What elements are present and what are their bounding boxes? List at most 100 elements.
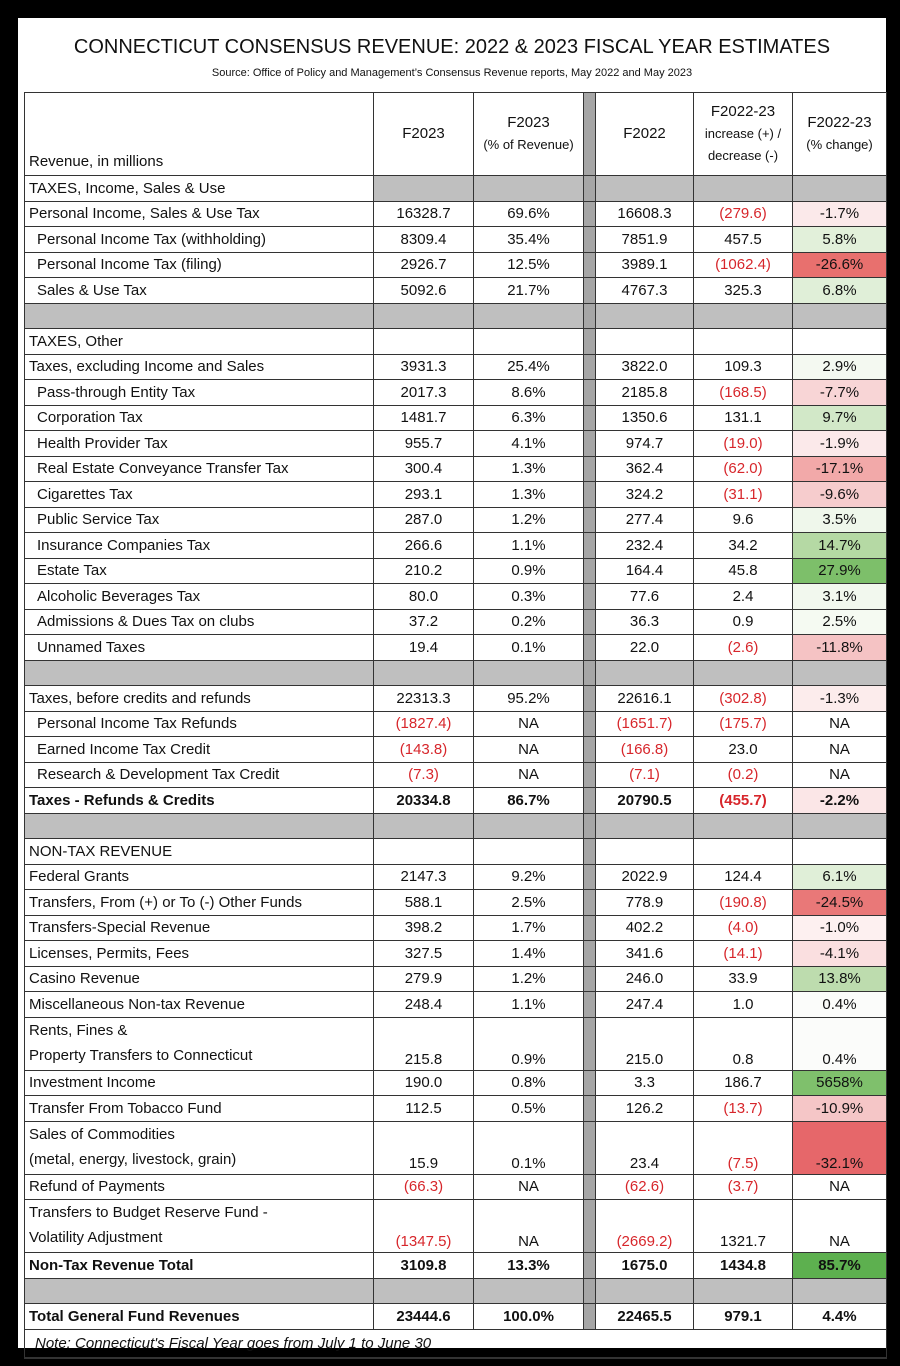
table-row: Research & Development Tax Credit (7.3) NA…: [24, 761, 887, 788]
label-line: TAXES, Other: [29, 332, 123, 350]
table-row: Taxes - Refunds & Credits 20334.8 86.7% 207…: [24, 787, 887, 814]
cell-change: 109.3: [693, 353, 793, 380]
cell-change: [693, 812, 793, 839]
cell-f2022: 22616.1: [595, 685, 694, 712]
cell-pct: 0.1%: [473, 634, 584, 661]
label-line: Alcoholic Beverages Tax: [37, 587, 201, 605]
cell-f2023: [373, 328, 474, 355]
header-line: (% of Revenue): [483, 137, 574, 152]
label-line: Investment Income: [29, 1074, 156, 1092]
cell-f2022: (166.8): [595, 736, 694, 763]
cell-f2023: 19.4: [373, 634, 474, 661]
cell-pct: 13.3%: [473, 1252, 584, 1279]
cell-pct-change: -24.5%: [792, 889, 887, 916]
cell-pct: 95.2%: [473, 685, 584, 712]
cell-f2023: [373, 175, 474, 202]
cell-pct-change: NA: [792, 736, 887, 763]
separator: [583, 353, 596, 380]
cell-f2022: (62.6): [595, 1173, 694, 1200]
label-line: Rents, Fines &: [29, 1021, 128, 1039]
table-row: Federal Grants 2147.3 9.2% 2022.9 124.4 6.1%: [24, 863, 887, 890]
cell-pct-change: 2.5%: [792, 608, 887, 635]
cell-f2023: (1827.4): [373, 710, 474, 737]
label-line: Non-Tax Revenue Total: [29, 1256, 194, 1274]
cell-change: 124.4: [693, 863, 793, 890]
row-label: TAXES, Other: [24, 328, 374, 355]
cell-f2022: 974.7: [595, 430, 694, 457]
label-line: TAXES, Income, Sales & Use: [29, 179, 226, 197]
cell-f2022: 232.4: [595, 532, 694, 559]
separator: [583, 787, 596, 814]
cell-f2023: 80.0: [373, 583, 474, 610]
cell-change: 131.1: [693, 404, 793, 431]
row-label: [24, 302, 374, 329]
cell-pct: 1.1%: [473, 532, 584, 559]
cell-f2022: 324.2: [595, 481, 694, 508]
header-line: decrease (-): [707, 148, 779, 163]
cell-pct: 1.2%: [473, 965, 584, 992]
row-label: Taxes, excluding Income and Sales: [24, 353, 374, 380]
cell-change: 1321.7: [693, 1199, 793, 1253]
separator: [583, 838, 596, 865]
cell-f2023: 2926.7: [373, 251, 474, 278]
cell-f2022: 1350.6: [595, 404, 694, 431]
label-line: Public Service Tax: [37, 511, 160, 529]
cell-pct: [473, 175, 584, 202]
cell-change: (31.1): [693, 481, 793, 508]
label-line: Corporation Tax: [37, 409, 143, 427]
cell-f2022: 402.2: [595, 914, 694, 941]
cell-change: 1.0: [693, 991, 793, 1018]
cell-pct-change: -32.1%: [792, 1120, 887, 1175]
header-cell: F2023: [373, 92, 474, 176]
table-row: Taxes, before credits and refunds 22313.3…: [24, 685, 887, 712]
row-label: Transfers, From (+) or To (-) Other Fund…: [24, 889, 374, 916]
row-label: TAXES, Income, Sales & Use: [24, 175, 374, 202]
cell-change: (3.7): [693, 1173, 793, 1200]
cell-pct-change: 0.4%: [792, 991, 887, 1018]
cell-f2022: [595, 302, 694, 329]
cell-f2023: 16328.7: [373, 200, 474, 227]
cell-change: [693, 328, 793, 355]
cell-pct-change: [792, 659, 887, 686]
label-line: Total General Fund Revenues: [29, 1307, 240, 1325]
cell-f2023: [373, 1277, 474, 1304]
header-line: F2022: [623, 125, 666, 142]
label-line: Transfer From Tobacco Fund: [29, 1099, 222, 1117]
cell-change: [693, 302, 793, 329]
cell-f2022: 247.4: [595, 991, 694, 1018]
row-label: Health Provider Tax: [24, 430, 374, 457]
cell-pct-change: 0.4%: [792, 1016, 887, 1071]
sheet: CONNECTICUT CONSENSUS REVENUE: 2022 & 20…: [18, 18, 887, 1359]
cell-f2023: (66.3): [373, 1173, 474, 1200]
cell-change: 0.9: [693, 608, 793, 635]
cell-pct-change: -1.7%: [792, 200, 887, 227]
label-line: (metal, energy, livestock, grain): [29, 1150, 237, 1168]
cell-pct: 86.7%: [473, 787, 584, 814]
cell-f2023: 266.6: [373, 532, 474, 559]
label-line: Real Estate Conveyance Transfer Tax: [37, 460, 289, 478]
row-label: Alcoholic Beverages Tax: [24, 583, 374, 610]
separator: [583, 430, 596, 457]
separator: [583, 940, 596, 967]
header-cell: Revenue, in millions: [24, 92, 374, 176]
row-label: Taxes, before credits and refunds: [24, 685, 374, 712]
cell-pct: NA: [473, 1199, 584, 1253]
cell-f2023: 3109.8: [373, 1252, 474, 1279]
label-line: Volatility Adjustment: [29, 1229, 163, 1246]
table-row: Corporation Tax 1481.7 6.3% 1350.6 131.1 9.7%: [24, 404, 887, 431]
header-row: Revenue, in millions F2023 F2023 (% of Reve…: [24, 92, 887, 176]
row-label: Licenses, Permits, Fees: [24, 940, 374, 967]
cell-f2022: 2185.8: [595, 379, 694, 406]
cell-f2022: [595, 838, 694, 865]
cell-pct: [473, 659, 584, 686]
header-line: F2022-23: [710, 103, 776, 120]
header-line: F2023: [507, 114, 550, 131]
cell-f2022: 22465.5: [595, 1303, 694, 1330]
label-line: Sales of Commodities: [29, 1125, 175, 1143]
header-line: F2023: [402, 125, 445, 142]
cell-f2022: 1675.0: [595, 1252, 694, 1279]
revenue-table: Revenue, in millions F2023 F2023 (% of Reve…: [24, 92, 887, 1359]
header-line: increase (+) /: [704, 126, 782, 141]
cell-change: (14.1): [693, 940, 793, 967]
cell-change: (1062.4): [693, 251, 793, 278]
